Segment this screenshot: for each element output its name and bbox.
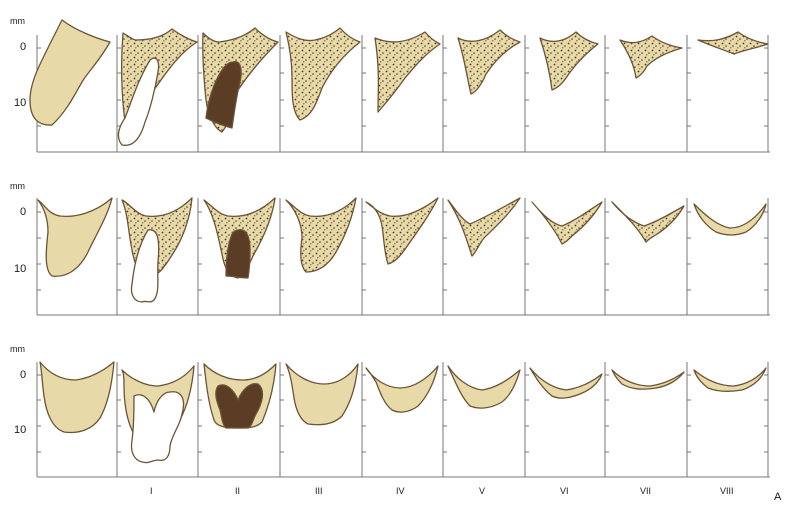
bone-profile-row3-V [447, 365, 521, 409]
column-label-VII: VII [640, 486, 651, 496]
bone-profile-row2-baseline [37, 197, 113, 277]
socket-row1-II [205, 61, 242, 129]
column-label-III: III [315, 486, 323, 496]
bone-profile-row3-IV [365, 365, 439, 413]
column-label-V: V [479, 486, 485, 496]
bone-profile-row3-VII [611, 369, 685, 390]
bone-profile-row2-V [447, 197, 521, 257]
bone-profile-row3-VI [529, 367, 603, 399]
column-label-II: II [235, 486, 240, 496]
bone-profile-row3-III [285, 363, 359, 426]
depth-tick-0-row-3: 0 [20, 369, 26, 381]
figure-label: A [774, 491, 782, 503]
column-label-I: I [150, 486, 153, 496]
tooth-row1-I [117, 57, 160, 146]
tick-marks-row-2 [37, 211, 768, 291]
bone-profile-row1-III [285, 27, 361, 121]
bone-profile-row2-VI [531, 201, 603, 245]
bone-profile-row2-VII [611, 201, 685, 243]
bone-profile-row3-baseline [39, 361, 115, 434]
bone-profile-row2-VIII [693, 203, 767, 236]
bone-profile-row1-VII [619, 35, 683, 79]
bone-profiles-row-1 [29, 19, 769, 146]
depth-tick-10-row-2: 10 [14, 263, 26, 275]
bone-profile-row2-III [285, 197, 357, 273]
depth-tick-10-row-3: 10 [14, 424, 26, 436]
socket-row3-II [215, 383, 264, 429]
row-1: mm 0 10 [10, 16, 770, 153]
bone-profile-row1-VIII [697, 31, 769, 55]
column-labels: I II III IV V VI VII VIII [150, 486, 734, 496]
panel-frames [36, 35, 770, 153]
panel-frames-row-2 [36, 198, 770, 316]
bone-profiles-row-3 [39, 361, 767, 464]
bone-profile-row2-IV [365, 197, 439, 265]
bone-profiles-row-2 [37, 197, 767, 303]
column-label-IV: IV [396, 486, 405, 496]
depth-tick-0: 0 [20, 41, 26, 53]
unit-label-row-2: mm [10, 181, 25, 191]
row-3: mm 0 10 [10, 344, 770, 478]
tooth-row3-I [130, 391, 185, 464]
tick-marks-row-3 [37, 374, 768, 453]
bone-profile-row1-baseline [29, 19, 111, 126]
bone-profile-row1-V [457, 29, 521, 95]
depth-tick-10: 10 [14, 97, 26, 109]
depth-tick-0-row-2: 0 [20, 206, 26, 218]
tooth-row2-I [130, 229, 160, 303]
panel-frames-row-3 [36, 362, 770, 478]
unit-label-row-3: mm [10, 344, 25, 354]
bone-profile-row3-VIII [693, 367, 767, 392]
bone-profile-row1-VI [539, 31, 599, 91]
socket-row2-II [225, 229, 251, 279]
column-label-VI: VI [560, 486, 569, 496]
column-label-VIII: VIII [720, 486, 734, 496]
row-2: mm 0 10 [10, 181, 770, 316]
bone-profile-row1-IV [374, 31, 441, 113]
unit-label: mm [10, 16, 25, 26]
